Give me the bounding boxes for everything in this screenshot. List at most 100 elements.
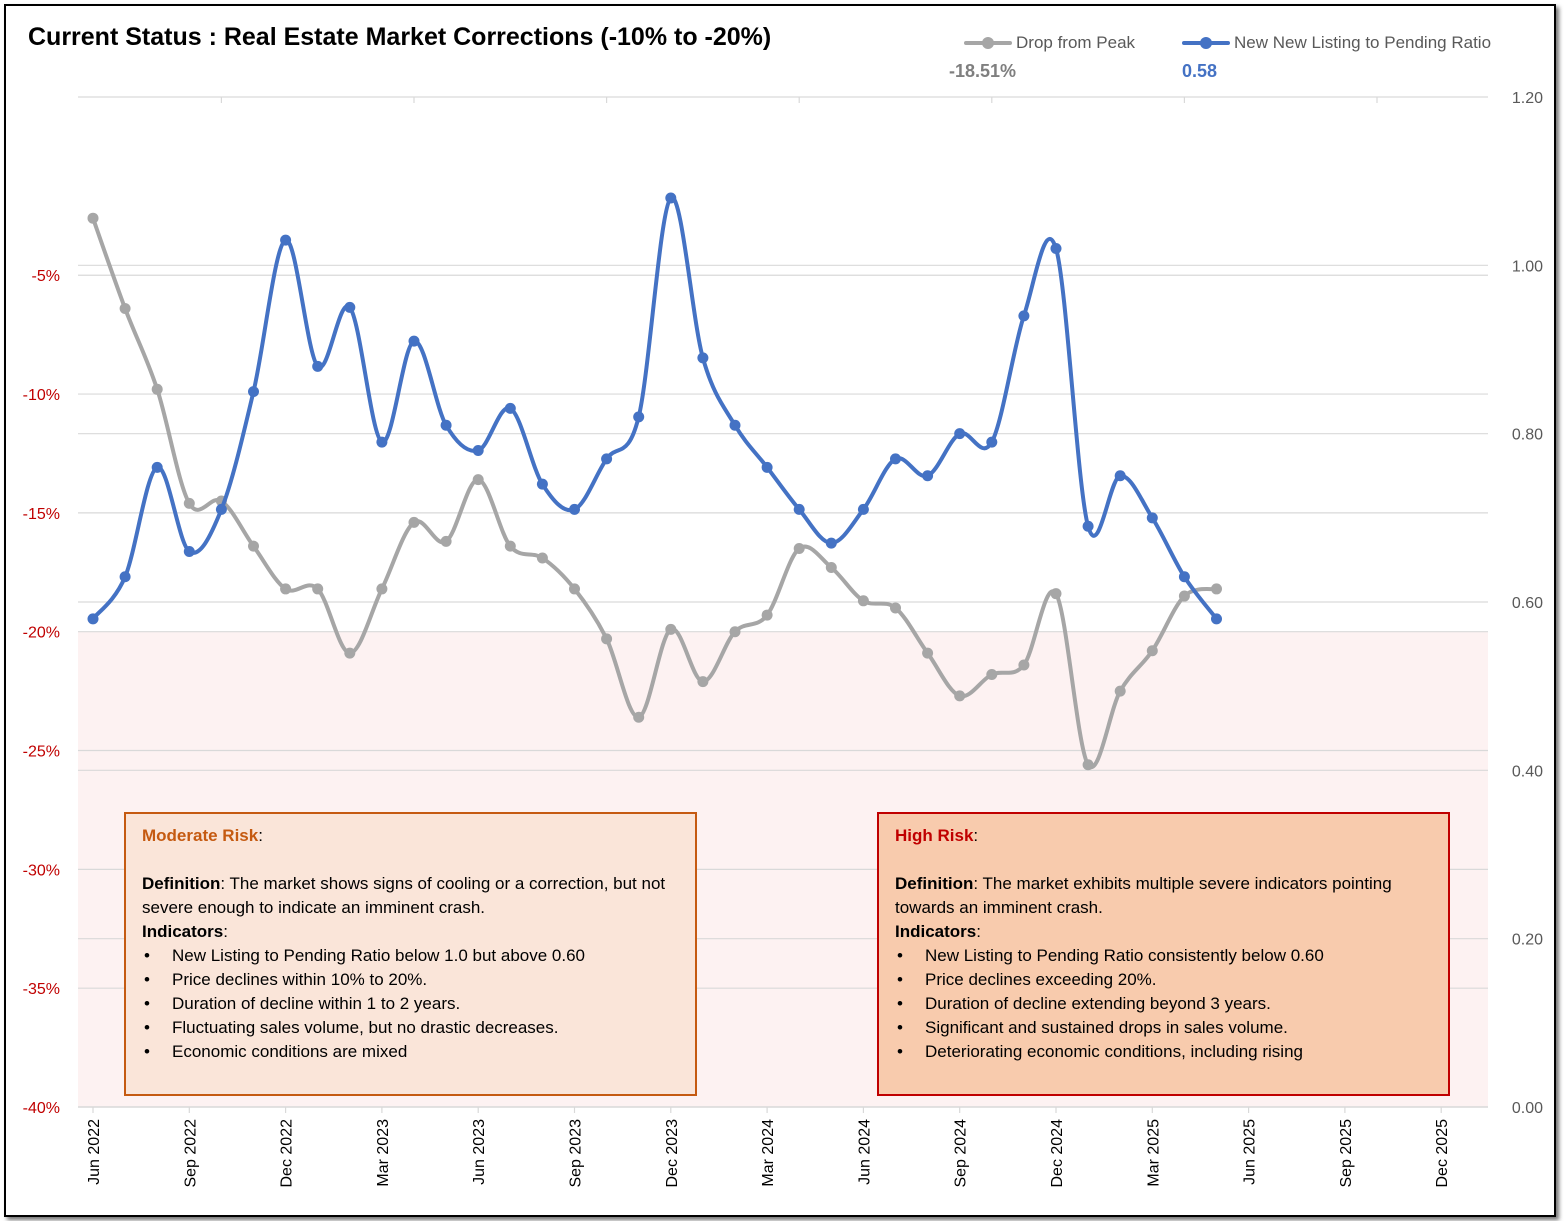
new-new-listing-to-pending-ratio-point	[569, 503, 580, 515]
new-new-listing-to-pending-ratio-point	[215, 503, 227, 515]
moderate-indicator-item: Fluctuating sales volume, but no drastic…	[142, 1016, 679, 1040]
new-new-listing-to-pending-ratio-point	[344, 301, 356, 313]
new-new-listing-to-pending-ratio-point	[633, 411, 645, 423]
x-tick-label: Sep 2023	[568, 1119, 585, 1188]
new-new-listing-to-pending-ratio-point	[793, 503, 805, 515]
drop-from-peak-point	[1050, 588, 1062, 600]
drop-from-peak-point	[890, 602, 901, 614]
high-risk-box: High Risk: Definition: The market exhibi…	[877, 812, 1450, 1096]
new-new-listing-to-pending-ratio-point	[87, 613, 99, 625]
moderate-indicator-item: New Listing to Pending Ratio below 1.0 b…	[142, 944, 679, 968]
x-tick-label: Dec 2023	[664, 1119, 681, 1188]
y-right-tick-label: 1.20	[1512, 90, 1543, 107]
drop-from-peak-point	[536, 552, 548, 564]
y-left-tick-label: -5%	[32, 268, 60, 285]
x-tick-label: Jun 2023	[471, 1119, 488, 1185]
drop-from-peak-point	[408, 516, 420, 528]
drop-from-peak-point	[1114, 685, 1126, 697]
moderate-definition-label: Definition	[142, 874, 221, 893]
legend-swatch-drop	[964, 32, 1012, 54]
legend-label-drop: Drop from Peak	[1016, 33, 1136, 52]
gridlines-layer	[78, 96, 1488, 1108]
new-new-listing-to-pending-ratio-point	[601, 453, 613, 465]
drop-from-peak-point	[183, 497, 195, 509]
drop-from-peak-point	[312, 583, 324, 595]
drop-from-peak-point	[87, 212, 99, 224]
x-tick-label: Dec 2024	[1049, 1119, 1066, 1188]
x-tick-label: Jun 2022	[86, 1119, 103, 1185]
new-new-listing-to-pending-ratio-point	[1146, 512, 1158, 524]
drop-from-peak-line	[91, 216, 1219, 770]
moderate-risk-heading-colon: :	[258, 826, 263, 845]
drop-from-peak-point	[1211, 583, 1222, 595]
x-tick-label: Sep 2024	[953, 1119, 970, 1188]
drop-from-peak-point	[248, 540, 259, 552]
moderate-risk-heading: Moderate Risk	[142, 826, 259, 845]
y-left-tick-label: -40%	[23, 1100, 60, 1117]
new-new-listing-to-pending-ratio-point	[890, 453, 901, 465]
legend-value-drop: -18.51%	[949, 61, 1017, 81]
high-risk-heading-colon: :	[973, 826, 979, 845]
y-left-tick-label: -15%	[23, 506, 60, 523]
legend-item-drop-from-peak[interactable]: Drop from Peak	[964, 32, 1135, 54]
moderate-indicator-item: Price declines within 10% to 20%.	[142, 968, 679, 992]
drop-from-peak-point	[697, 676, 709, 688]
drop-from-peak-point	[1178, 590, 1190, 602]
moderate-indicator-item: Economic conditions are mixed	[142, 1040, 679, 1064]
x-axis-ticks-layer: Jun 2022 Sep 2022 Dec 2022 Mar 2023 Jun 2023…	[86, 97, 1451, 1188]
x-tick-label: Dec 2025	[1434, 1119, 1451, 1188]
drop-from-peak-point	[825, 562, 837, 574]
high-indicator-item: Deteriorating economic conditions, inclu…	[895, 1040, 1432, 1064]
drop-from-peak-point	[1018, 659, 1030, 671]
moderate-indicators-colon: :	[223, 922, 228, 941]
drop-from-peak-point	[280, 583, 292, 595]
drop-from-peak-point	[1082, 759, 1094, 771]
new-new-listing-to-pending-ratio-point	[536, 478, 548, 490]
drop-from-peak-point	[761, 609, 773, 621]
y-left-tick-label: -35%	[23, 981, 60, 998]
drop-from-peak-point	[986, 668, 998, 680]
y-left-tick-label: -10%	[23, 387, 60, 404]
x-tick-label: Mar 2023	[375, 1119, 392, 1187]
new-new-listing-to-pending-ratio-point	[151, 461, 163, 473]
axis-labels-layer: 0.00 0.20 0.40 0.60 0.80 1.00 1.20 -5% -10% -15% -…	[23, 90, 1543, 1117]
drop-from-peak-point	[569, 583, 580, 595]
y-right-tick-label: 0.60	[1512, 595, 1543, 612]
new-new-listing-to-pending-ratio-point	[1050, 243, 1062, 254]
drop-from-peak-point	[954, 690, 966, 702]
high-definition-label: Definition	[895, 874, 974, 893]
x-tick-label: Sep 2025	[1338, 1119, 1355, 1188]
x-tick-label: Jun 2025	[1242, 1119, 1259, 1185]
ratio-series-layer	[87, 192, 1222, 625]
legend-item-listing-ratio[interactable]: New New Listing to Pending Ratio	[1182, 32, 1491, 54]
drop-from-peak-point	[922, 647, 934, 659]
new-new-listing-to-pending-ratio-point	[472, 445, 484, 456]
new-new-listing-to-pending-ratio-point	[408, 335, 420, 347]
x-tick-label: Sep 2022	[182, 1119, 199, 1188]
drop-from-peak-point	[601, 633, 613, 645]
new-new-listing-to-pending-ratio-point	[825, 537, 837, 549]
drop-from-peak-point	[472, 474, 484, 486]
new-new-listing-to-pending-ratio-point	[922, 470, 934, 482]
high-indicator-item: Duration of decline extending beyond 3 y…	[895, 992, 1432, 1016]
moderate-indicators-label: Indicators	[142, 922, 224, 941]
new-new-listing-to-pending-ratio-point	[376, 436, 388, 448]
x-tick-label: Jun 2024	[856, 1119, 873, 1185]
new-new-listing-to-pending-ratio-point	[986, 436, 998, 448]
high-indicator-item: New Listing to Pending Ratio consistentl…	[895, 944, 1432, 968]
moderate-indicator-item: Duration of decline within 1 to 2 years.	[142, 992, 679, 1016]
high-definition-text: : The market exhibits multiple severe in…	[895, 874, 1392, 917]
moderate-indicators-list: New Listing to Pending Ratio below 1.0 b…	[142, 944, 679, 1064]
new-new-listing-to-pending-ratio-point	[1211, 613, 1222, 625]
y-right-tick-label: 1.00	[1512, 258, 1543, 275]
y-left-tick-label: -25%	[23, 744, 60, 761]
drop-from-peak-point	[504, 540, 516, 552]
new-new-listing-to-pending-ratio-point	[761, 461, 773, 473]
x-tick-label: Mar 2025	[1145, 1119, 1162, 1187]
new-new-listing-to-pending-ratio-point	[729, 419, 741, 431]
y-right-tick-label: 0.80	[1512, 427, 1543, 444]
moderate-definition-text: : The market shows signs of cooling or a…	[142, 874, 666, 917]
new-new-listing-to-pending-ratio-point	[697, 352, 709, 364]
new-new-listing-to-pending-ratio-point	[954, 428, 966, 440]
drop-from-peak-point	[151, 383, 163, 395]
